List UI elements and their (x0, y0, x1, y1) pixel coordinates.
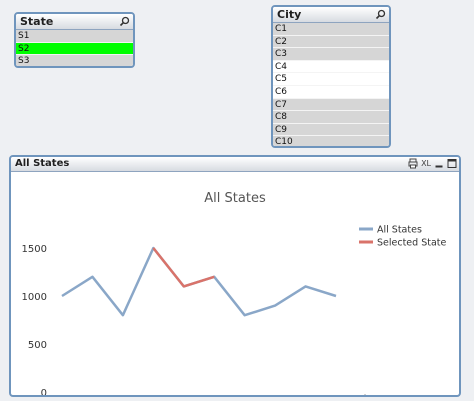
state-row-s2[interactable]: S2 (16, 42, 133, 56)
send-to-excel-icon[interactable]: XL (421, 159, 431, 168)
city-row-c6[interactable]: C6 (273, 85, 389, 99)
state-listbox-header: State (16, 14, 133, 30)
y-tick-label: 1500 (22, 244, 47, 255)
x-tick-label: C2 (86, 394, 99, 397)
state-row-s3[interactable]: S3 (16, 55, 133, 66)
x-tick-label: C3 (116, 394, 129, 397)
minimize-icon[interactable] (434, 158, 444, 169)
city-row-c1[interactable]: C1 (273, 23, 389, 36)
search-icon[interactable] (119, 16, 130, 27)
x-tick-label: C5 (177, 394, 190, 397)
state-listbox: State S1 S2 S3 (14, 12, 135, 68)
y-tick-label: 500 (28, 340, 47, 351)
chart-window-caption: All States (15, 158, 70, 169)
city-row-c9[interactable]: C9 (273, 123, 389, 137)
state-list: S1 S2 S3 (16, 30, 133, 66)
y-tick-label: 1000 (22, 292, 47, 303)
city-list: C1 C2 C3 C4 C5 C6 C7 C8 C9 C10 (273, 23, 389, 146)
city-listbox: City C1 C2 C3 C4 C5 C6 C7 C8 C9 C10 (271, 5, 391, 148)
chart-window: All States XL All States 0 500 1000 1500 C1 C2… (9, 155, 461, 397)
x-tick-label: C9 (299, 394, 312, 397)
x-tick-label: C6 (208, 394, 221, 397)
city-row-c7[interactable]: C7 (273, 98, 389, 112)
state-row-s1[interactable]: S1 (16, 30, 133, 43)
print-icon[interactable] (408, 158, 418, 169)
chart-title: All States (204, 191, 266, 206)
city-row-c4[interactable]: C4 (273, 60, 389, 74)
series-line-selected-state (152, 247, 215, 288)
maximize-icon[interactable] (447, 158, 457, 169)
y-tick-label: 0 (41, 388, 47, 397)
city-row-c5[interactable]: C5 (273, 73, 389, 86)
city-row-c3[interactable]: C3 (273, 48, 389, 61)
line-chart: All States 0 500 1000 1500 C1 C2 C3 C4 C5 C6 C7 C8 C9… (22, 191, 447, 397)
state-listbox-title: State (20, 15, 54, 28)
x-tick-label: C1 (55, 394, 68, 397)
search-icon[interactable] (375, 9, 386, 20)
x-axis-label: City (357, 394, 377, 397)
city-row-c10[interactable]: C10 (273, 136, 389, 146)
city-listbox-title: City (277, 8, 302, 21)
x-tick-label: C8 (268, 394, 281, 397)
city-row-c2[interactable]: C2 (273, 35, 389, 49)
x-tick-label: C10 (326, 394, 346, 397)
city-row-c8[interactable]: C8 (273, 111, 389, 124)
x-tick-label: C4 (147, 394, 160, 397)
city-listbox-header: City (273, 7, 389, 23)
legend-label: Selected State (377, 238, 447, 249)
x-tick-label: C7 (238, 394, 251, 397)
legend-label: All States (377, 225, 422, 236)
chart-window-header: All States XL (11, 157, 459, 172)
